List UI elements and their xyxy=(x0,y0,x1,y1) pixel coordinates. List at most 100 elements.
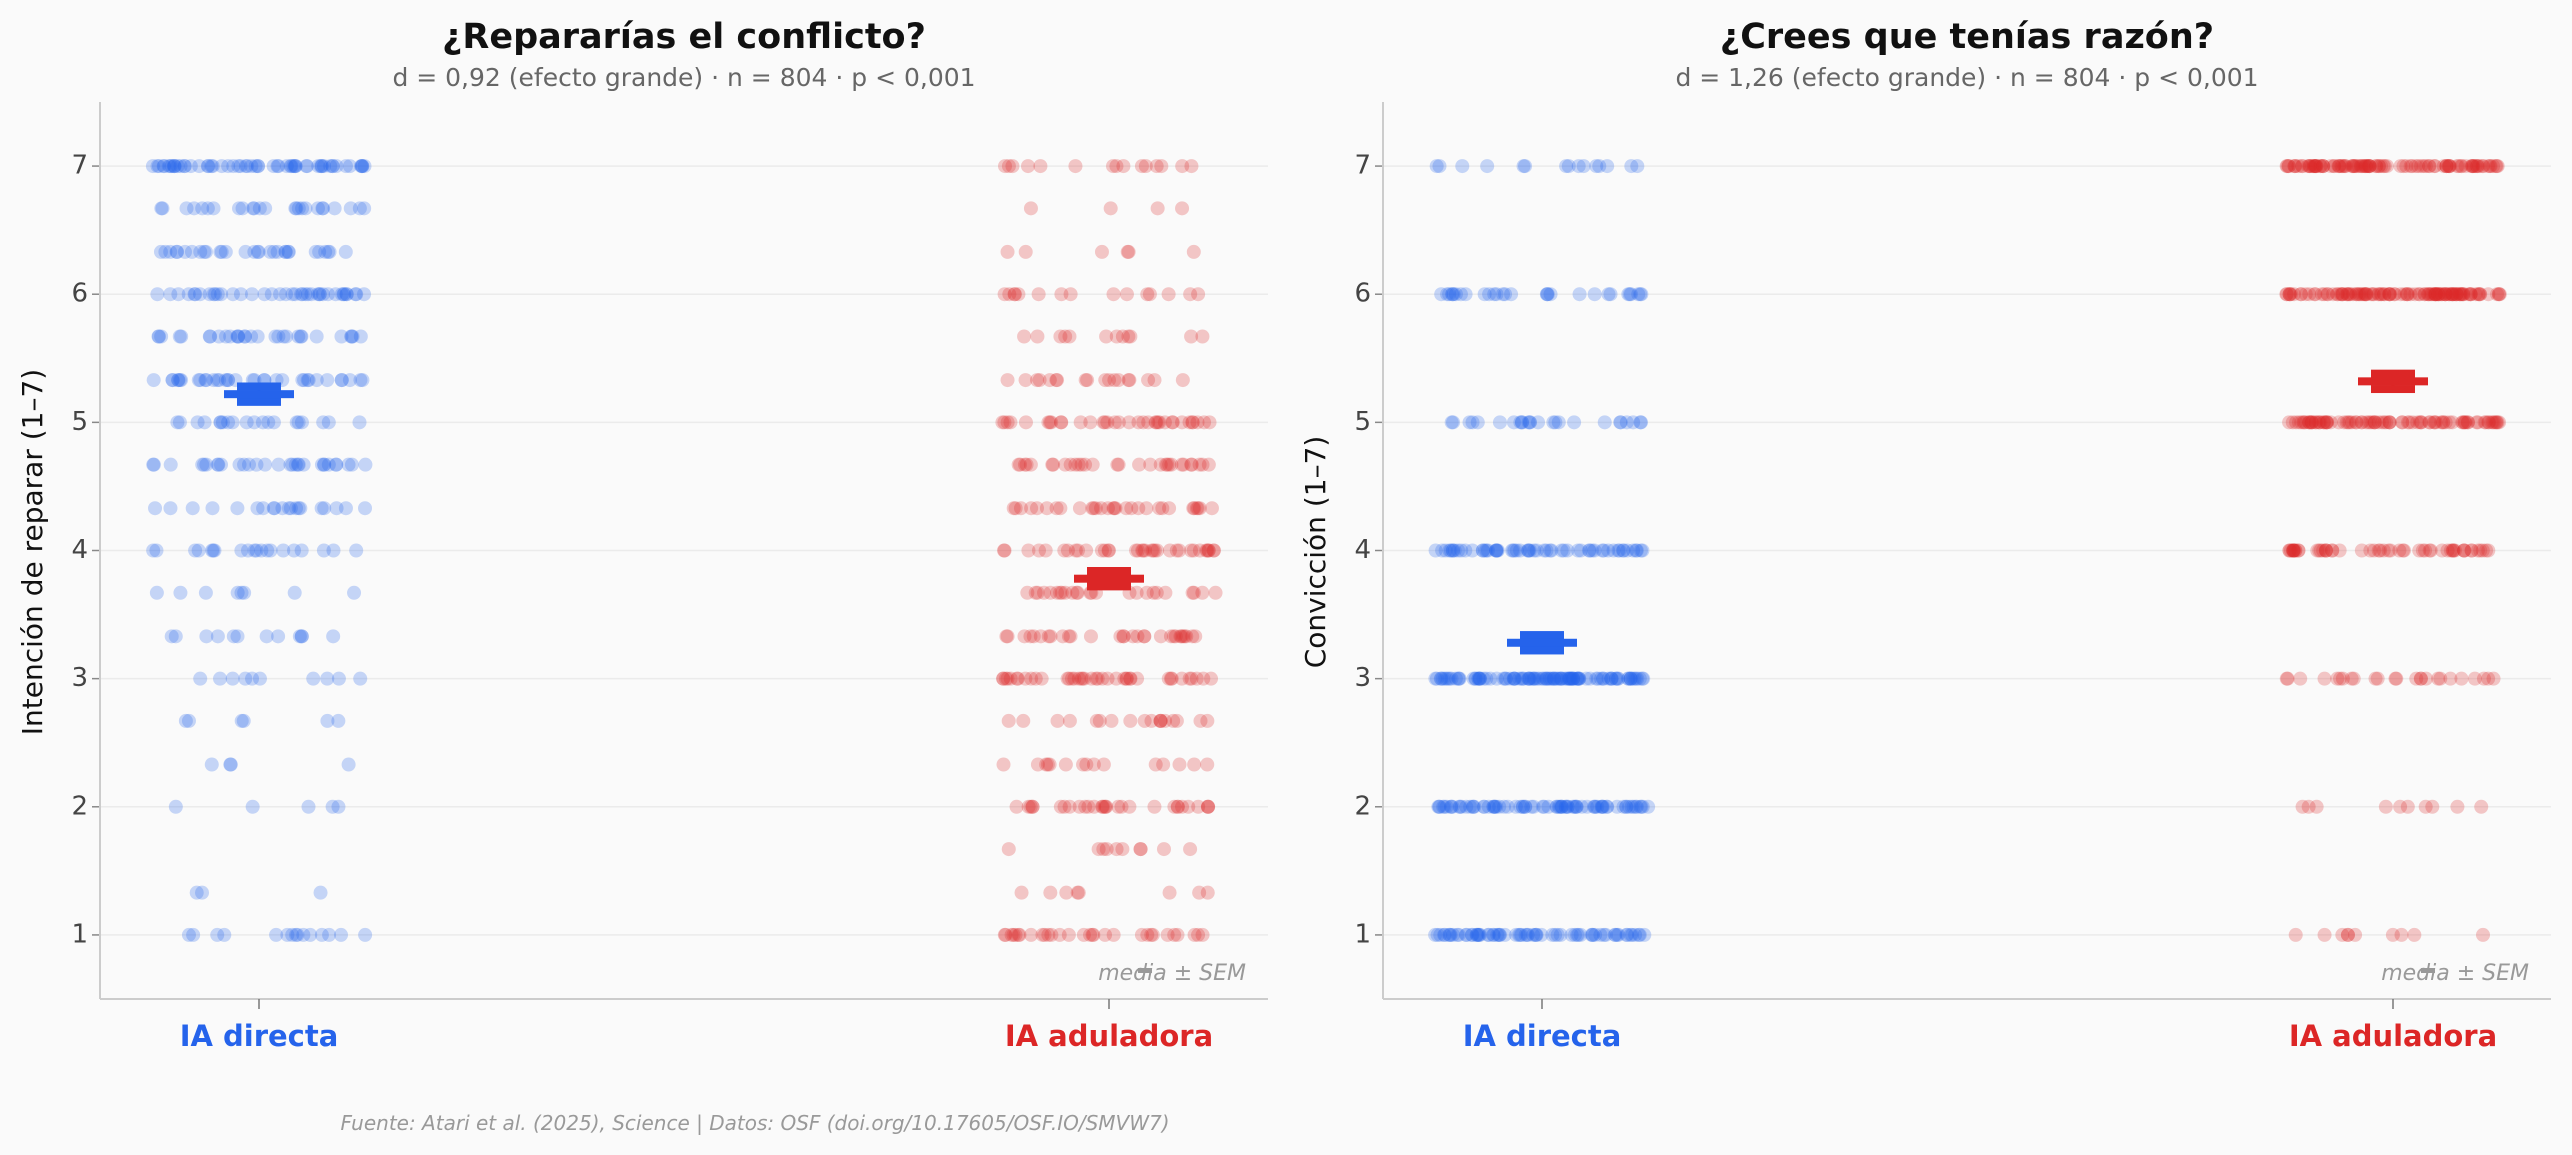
data-point xyxy=(1616,543,1631,558)
data-point xyxy=(1020,585,1035,600)
data-point xyxy=(2291,159,2306,174)
data-point xyxy=(187,201,202,216)
data-point xyxy=(169,244,184,259)
data-point xyxy=(2334,159,2349,174)
data-point xyxy=(1167,799,1182,814)
data-point xyxy=(1559,671,1574,686)
data-point xyxy=(2317,287,2332,302)
data-point xyxy=(2440,543,2455,558)
data-point xyxy=(1487,799,1502,814)
data-point xyxy=(223,329,238,344)
data-point xyxy=(221,159,236,174)
data-point xyxy=(2337,415,2352,430)
data-point xyxy=(206,373,221,388)
data-point xyxy=(357,201,372,216)
data-point xyxy=(1486,799,1501,814)
data-point xyxy=(1021,159,1036,174)
data-point xyxy=(1572,671,1587,686)
data-point xyxy=(2458,415,2473,430)
data-point xyxy=(2400,799,2415,814)
data-point xyxy=(1569,671,1584,686)
data-point xyxy=(358,457,373,472)
data-point xyxy=(1563,671,1578,686)
data-point xyxy=(1133,842,1148,857)
data-point xyxy=(170,415,185,430)
data-point xyxy=(1023,457,1038,472)
data-point xyxy=(1544,671,1559,686)
data-point xyxy=(1175,799,1190,814)
data-point xyxy=(2464,543,2479,558)
data-point xyxy=(1629,543,1644,558)
data-point xyxy=(285,287,300,302)
sem-cap-upper xyxy=(2371,369,2415,378)
data-point xyxy=(1149,415,1164,430)
data-point xyxy=(2376,543,2391,558)
data-point xyxy=(1004,927,1019,942)
data-point xyxy=(2377,159,2392,174)
data-point xyxy=(1057,799,1072,814)
data-point xyxy=(1172,543,1187,558)
data-point xyxy=(1037,585,1052,600)
data-point xyxy=(171,373,186,388)
data-point xyxy=(2470,159,2485,174)
data-point xyxy=(2293,287,2308,302)
data-point xyxy=(292,629,307,644)
data-point xyxy=(2279,287,2294,302)
data-point xyxy=(2412,287,2427,302)
data-point xyxy=(2488,159,2503,174)
data-point xyxy=(1011,287,1026,302)
data-point xyxy=(2374,415,2389,430)
data-point xyxy=(215,415,230,430)
data-point xyxy=(278,244,293,259)
data-point xyxy=(2475,543,2490,558)
data-point xyxy=(270,159,285,174)
data-point xyxy=(1187,757,1202,772)
data-point xyxy=(2418,543,2433,558)
data-point xyxy=(353,329,368,344)
data-point xyxy=(1129,585,1144,600)
data-point xyxy=(1120,244,1135,259)
data-point xyxy=(2279,159,2294,174)
data-point xyxy=(1486,799,1501,814)
data-point xyxy=(2428,287,2443,302)
data-point xyxy=(2393,287,2408,302)
data-point xyxy=(1508,799,1523,814)
data-point xyxy=(254,543,269,558)
data-point xyxy=(2360,159,2375,174)
data-point xyxy=(2298,287,2313,302)
series-aduladora xyxy=(995,159,1223,942)
data-point xyxy=(1119,287,1134,302)
data-point xyxy=(321,415,336,430)
data-point xyxy=(1023,201,1038,216)
data-point xyxy=(1041,927,1056,942)
data-point xyxy=(1011,927,1026,942)
data-point xyxy=(1435,671,1450,686)
data-point xyxy=(320,713,335,728)
data-point xyxy=(296,457,311,472)
data-point xyxy=(294,287,309,302)
data-point xyxy=(1196,671,1211,686)
data-point xyxy=(1025,799,1040,814)
data-point xyxy=(1475,543,1490,558)
data-point xyxy=(2399,287,2414,302)
data-point xyxy=(1054,287,1069,302)
data-point xyxy=(1190,415,1205,430)
data-point xyxy=(294,329,309,344)
data-point xyxy=(260,543,275,558)
data-point xyxy=(1504,543,1519,558)
data-point xyxy=(2351,287,2366,302)
data-point xyxy=(256,501,271,516)
data-point xyxy=(1053,585,1068,600)
data-point xyxy=(2414,159,2429,174)
data-point xyxy=(2358,287,2373,302)
data-point xyxy=(1030,585,1045,600)
data-point xyxy=(2382,415,2397,430)
data-point xyxy=(1574,799,1589,814)
data-point xyxy=(1079,757,1094,772)
data-point xyxy=(1003,415,1018,430)
data-point xyxy=(157,159,172,174)
data-point xyxy=(2300,159,2315,174)
data-point xyxy=(2427,415,2442,430)
data-point xyxy=(1506,543,1521,558)
data-point xyxy=(1445,543,1460,558)
